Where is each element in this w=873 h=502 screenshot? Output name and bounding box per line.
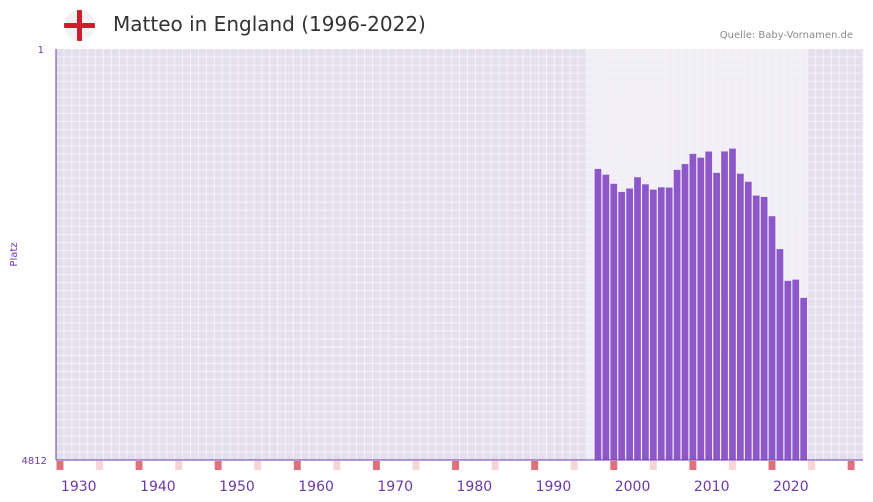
bar-1996 [594,168,602,460]
chart-title: Matteo in England (1996-2022) [113,12,426,36]
bar-2013 [729,148,736,460]
year-marker-1948 [214,461,222,470]
bar-2010 [705,151,713,460]
bar-2020 [784,280,792,460]
x-tick-1950: 1950 [219,479,255,495]
x-tick-2010: 2010 [694,479,730,495]
x-tick-1930: 1930 [61,479,97,495]
bar-2008 [689,153,697,460]
year-marker-1973 [412,461,420,470]
bar-2019 [776,249,784,460]
grid-lines [55,49,864,460]
bar-2018 [768,216,776,460]
year-marker-2028 [847,461,855,470]
bar-2007 [681,164,689,460]
bar-2005 [665,187,673,460]
bar-2000 [626,188,633,460]
bar-2004 [657,187,665,460]
year-marker-1953 [254,461,262,470]
x-tick-1980: 1980 [457,479,493,495]
x-tick-2000: 2000 [615,479,651,495]
year-marker-2003 [649,461,657,470]
bar-1997 [602,174,610,461]
bar-2001 [634,177,641,461]
year-marker-2013 [729,461,736,470]
year-marker-1993 [570,461,578,470]
bar-2012 [721,151,728,461]
bar-2003 [649,189,657,460]
y-axis-label: Platz [9,242,20,266]
year-marker-2018 [768,461,776,470]
bar-2009 [697,157,705,461]
year-marker-1978 [452,461,459,470]
year-marker-1933 [96,461,103,470]
year-marker-1968 [372,461,380,470]
x-tick-1970: 1970 [377,479,413,495]
bar-2002 [642,184,649,460]
year-marker-1998 [610,461,618,470]
bar-2016 [752,195,760,460]
year-marker-1988 [531,461,539,470]
source-credit: Quelle: Baby-Vornamen.de [719,30,853,41]
year-markers [56,461,855,470]
bar-2017 [760,196,768,460]
x-tick-2020: 2020 [773,479,809,495]
x-tick-labels: 1930 1940 1950 1960 1970 1980 1990 2000 2010 2020 [61,479,809,495]
year-marker-2023 [808,461,816,470]
year-marker-1983 [491,461,499,470]
england-flag-icon [64,10,95,41]
year-marker-1928 [56,461,64,470]
bar-2022 [800,297,808,460]
year-marker-2008 [689,461,697,470]
year-marker-1943 [175,461,183,470]
bars [594,148,808,461]
year-marker-1938 [135,461,143,470]
bar-1999 [618,191,626,460]
year-marker-1958 [293,461,301,470]
bar-2015 [744,181,752,460]
y-tick-top: 1 [38,45,44,56]
x-tick-1940: 1940 [140,479,176,495]
bar-2014 [737,173,744,460]
x-tick-1990: 1990 [536,479,572,495]
bar-2011 [713,172,720,460]
bar-1998 [610,183,618,460]
y-tick-bottom: 4812 [22,456,47,467]
year-marker-1963 [333,461,341,470]
bar-2021 [792,279,800,460]
bar-2006 [673,169,681,460]
x-tick-1960: 1960 [298,479,334,495]
